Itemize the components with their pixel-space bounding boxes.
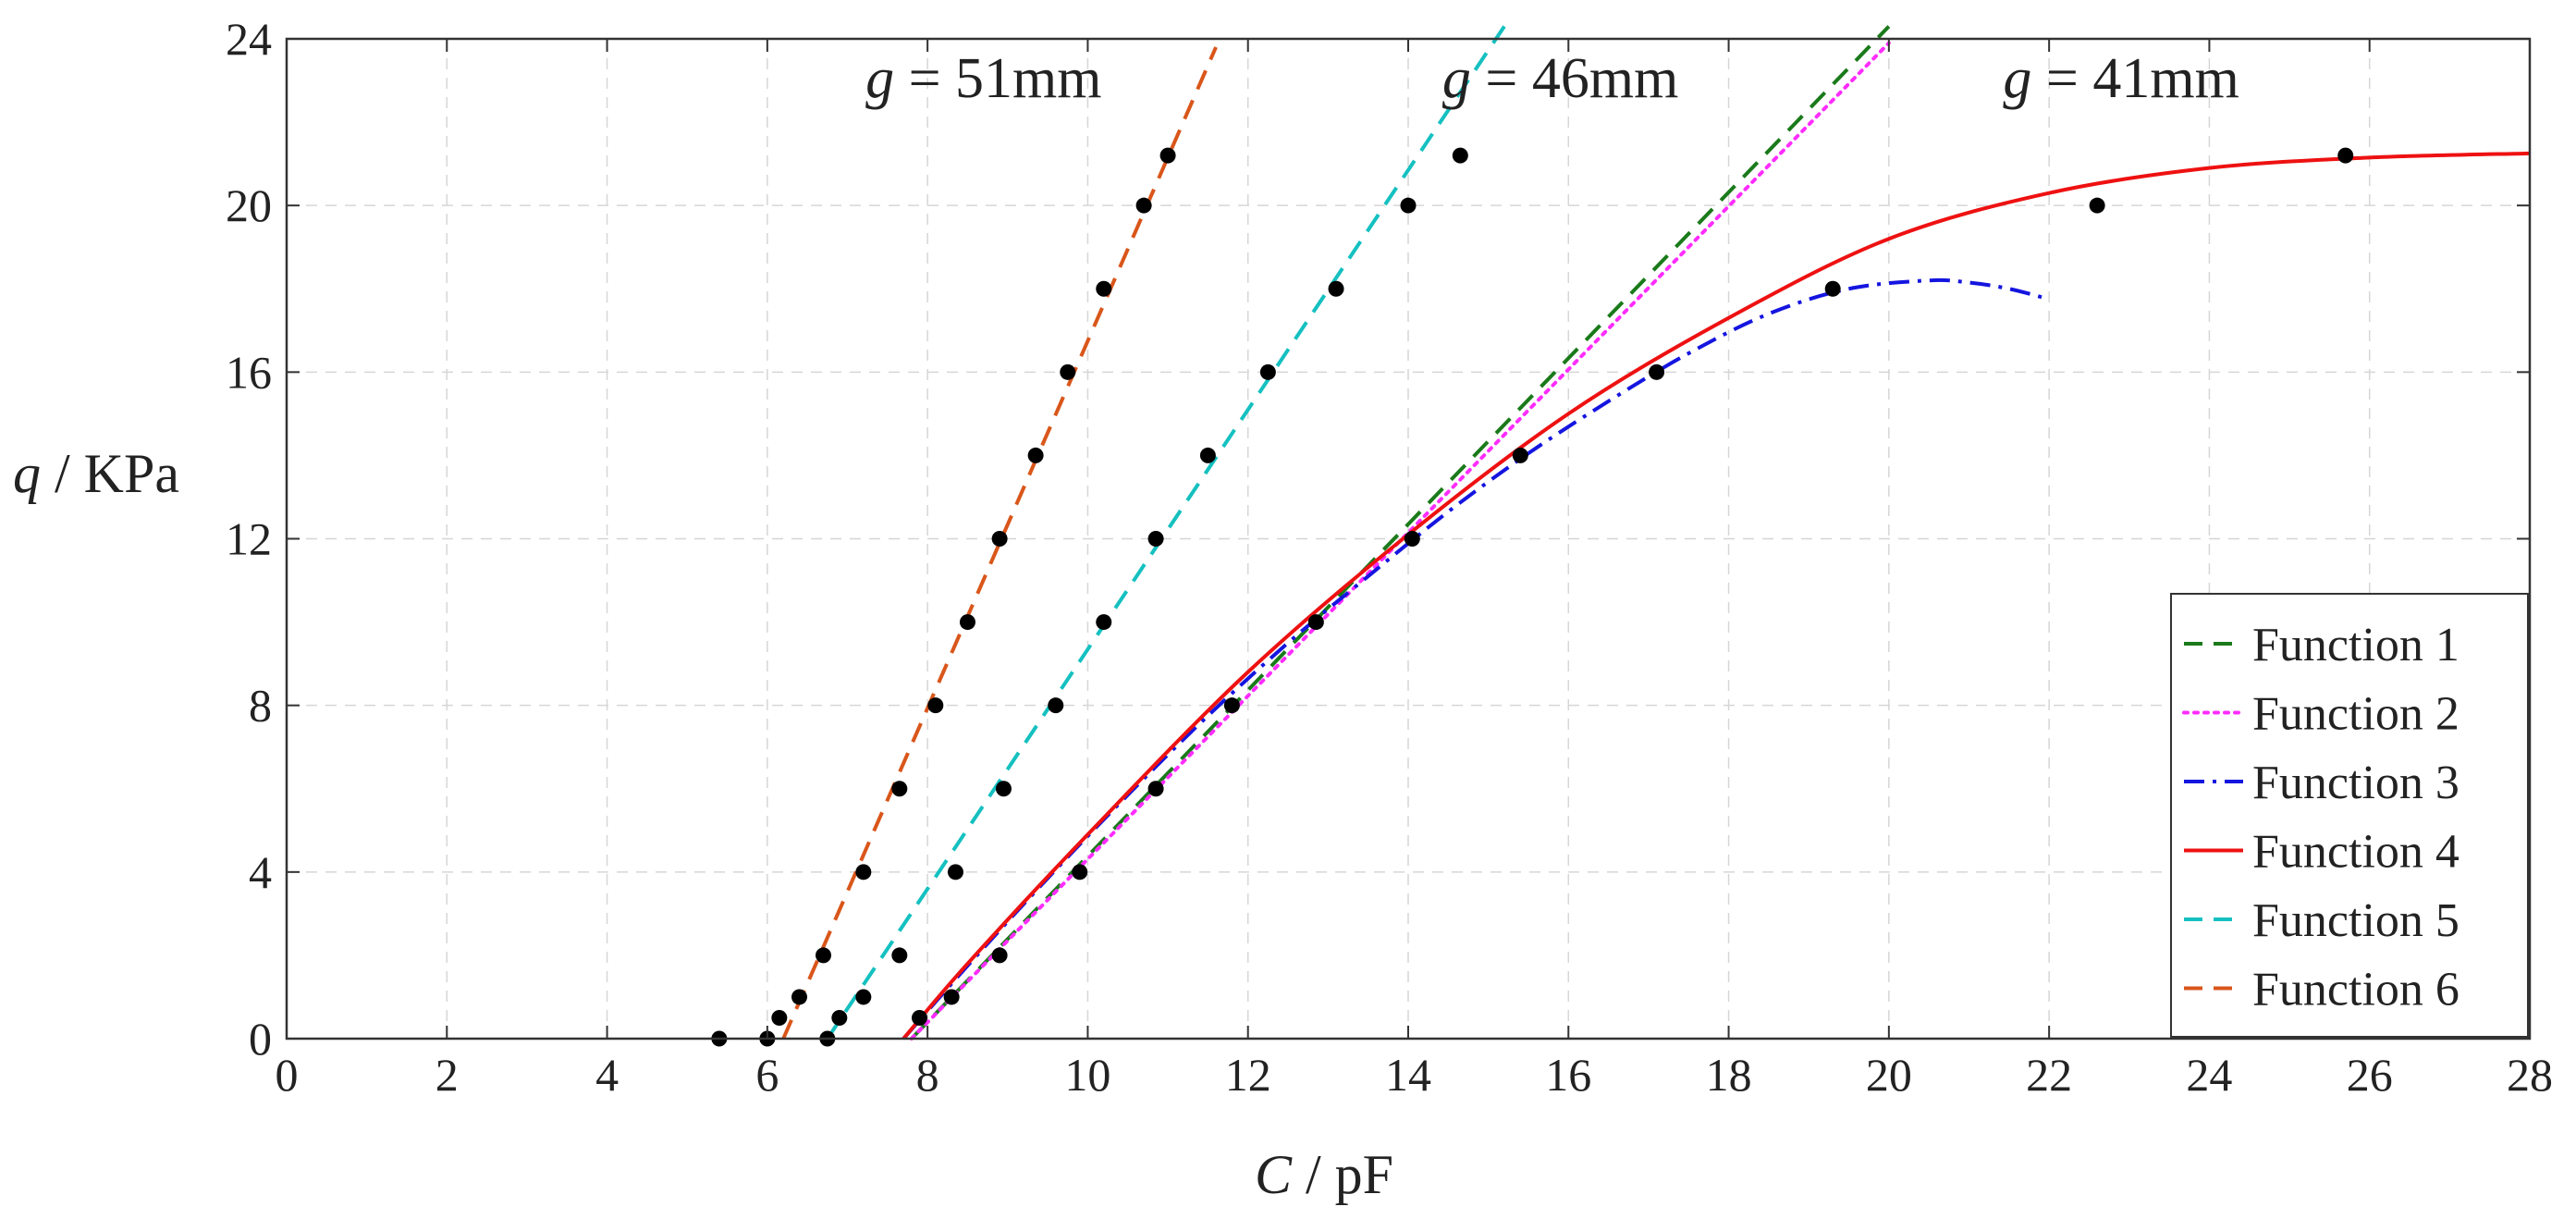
gap-value: 51mm: [955, 47, 1101, 110]
data-point: [1027, 447, 1044, 463]
data-point: [1147, 781, 1164, 797]
data-point: [1199, 447, 1216, 463]
data-point: [1096, 614, 1112, 631]
x-tick-label: 6: [755, 1049, 779, 1101]
gap-equals: =: [1471, 47, 1532, 110]
annotations: g = 51mm g = 46mm g = 41mm: [865, 47, 2239, 110]
data-point: [1223, 697, 1240, 714]
legend-label: Function 2: [2252, 688, 2459, 741]
x-tick-label: 22: [2026, 1049, 2072, 1101]
data-point: [991, 947, 1008, 964]
legend-label: Function 4: [2252, 826, 2459, 879]
data-point: [2337, 147, 2354, 164]
data-point: [1159, 147, 1176, 164]
data-point: [855, 989, 872, 1005]
data-point: [1135, 197, 1152, 214]
gap-annotation: g = 51mm: [865, 47, 1101, 110]
x-tick-label: 0: [276, 1049, 299, 1101]
gap-symbol: g: [1442, 47, 1471, 110]
legend-label: Function 5: [2252, 894, 2459, 947]
legend-label: Function 6: [2252, 964, 2459, 1016]
x-tick-label: 18: [1706, 1049, 1752, 1101]
data-point: [959, 614, 975, 631]
gap-symbol: g: [865, 47, 894, 110]
x-axis-unit: pF: [1335, 1144, 1393, 1205]
series-function-3: [902, 277, 2050, 1040]
gap-equals: =: [894, 47, 955, 110]
data-point: [911, 1009, 927, 1026]
y-tick-label: 4: [249, 846, 272, 898]
data-point: [1328, 280, 1344, 297]
data-point: [855, 864, 872, 880]
x-tick-label: 12: [1225, 1049, 1271, 1101]
data-point: [831, 1009, 848, 1026]
data-point: [1048, 697, 1064, 714]
y-axis-separator: /: [41, 443, 84, 504]
y-axis-label: q / KPa: [13, 443, 179, 504]
y-tick-label: 20: [226, 179, 272, 231]
data-point: [816, 947, 832, 964]
data-point: [891, 947, 908, 964]
y-axis-symbol: q: [13, 443, 41, 504]
grid: [287, 39, 2530, 1039]
legend-box: [2170, 593, 2529, 1038]
x-tick-label: 28: [2507, 1049, 2553, 1101]
gap-annotation: g = 41mm: [2003, 47, 2239, 110]
gap-annotation: g = 46mm: [1442, 47, 1678, 110]
x-tick-label: 16: [1545, 1049, 1591, 1101]
series-function-6: [781, 46, 1218, 1040]
data-point: [1060, 363, 1076, 380]
data-point: [791, 989, 808, 1005]
gap-symbol: g: [2003, 47, 2031, 110]
data-point: [995, 781, 1012, 797]
x-axis-label: C / pF: [1255, 1144, 1393, 1205]
data-point: [1824, 280, 1841, 297]
x-tick-label: 26: [2347, 1049, 2393, 1101]
x-tick-label: 4: [595, 1049, 619, 1101]
x-tick-label: 2: [435, 1049, 459, 1101]
legend: Function 1 Function 2 Function 3 Function 4…: [2170, 593, 2529, 1038]
data-point: [1259, 363, 1276, 380]
y-tick-label: 16: [226, 346, 272, 398]
x-tick-label: 8: [916, 1049, 939, 1101]
series-function-1: [910, 25, 1891, 1040]
data-point: [1649, 363, 1665, 380]
gap-value: 46mm: [1532, 47, 1678, 110]
data-point: [943, 989, 960, 1005]
data-point: [1072, 864, 1088, 880]
data-point: [947, 864, 963, 880]
legend-label: Function 1: [2252, 619, 2459, 671]
gap-value: 41mm: [2092, 47, 2239, 110]
data-point: [1452, 147, 1468, 164]
gap-equals: =: [2031, 47, 2092, 110]
data-point: [1404, 531, 1420, 547]
x-tick-label: 10: [1064, 1049, 1110, 1101]
x-axis-separator: /: [1292, 1144, 1335, 1205]
series-function-4: [902, 151, 2531, 1040]
data-points: [711, 147, 2354, 1047]
data-point: [991, 531, 1008, 547]
data-point: [1400, 197, 1417, 214]
data-point: [1307, 614, 1324, 631]
data-point: [2089, 197, 2105, 214]
x-tick-label: 20: [1866, 1049, 1912, 1101]
y-tick-label: 0: [249, 1013, 272, 1065]
y-tick-label: 8: [249, 680, 272, 732]
data-point: [1512, 447, 1528, 463]
data-point: [1096, 280, 1112, 297]
series-function-5: [826, 25, 1506, 1040]
data-point: [927, 697, 944, 714]
x-axis-symbol: C: [1255, 1144, 1293, 1205]
legend-label: Function 3: [2252, 757, 2459, 809]
y-axis-unit: KPa: [84, 443, 179, 504]
x-tick-label: 14: [1385, 1049, 1431, 1101]
y-tick-label: 12: [226, 513, 272, 565]
data-point: [891, 781, 908, 797]
y-tick-label: 24: [226, 13, 272, 65]
data-point: [1147, 531, 1164, 547]
data-point: [771, 1009, 788, 1026]
x-tick-label: 24: [2186, 1049, 2232, 1101]
